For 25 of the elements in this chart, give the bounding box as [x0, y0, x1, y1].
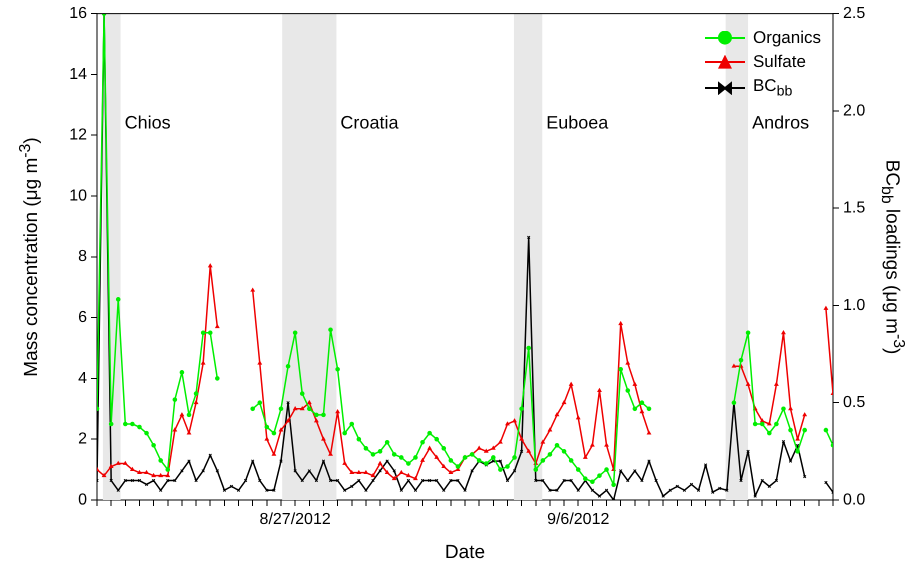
band-label: Chios	[124, 112, 171, 133]
y-tick-label: 10	[69, 187, 88, 204]
legend-label: Organics	[752, 26, 821, 49]
band-label: Andros	[752, 112, 810, 133]
legend-label: BC$_{bb}$	[752, 74, 792, 101]
y2-tick-label: 0.0	[843, 491, 866, 508]
y2-tick-label: 2.0	[843, 102, 866, 120]
y-tick-label: 0	[78, 491, 88, 508]
y-tick-label: 12	[69, 126, 88, 144]
band-label: Euboea	[546, 112, 610, 133]
y2-tick-label: 1.0	[843, 296, 866, 314]
y-tick-label: 8	[78, 248, 88, 266]
band-label: Croatia	[340, 112, 400, 133]
x-axis-title: Date	[444, 542, 486, 564]
y-tick-label: 6	[78, 309, 88, 326]
legend-label: Sulfate	[752, 50, 806, 73]
y-tick-label: 2	[78, 430, 88, 448]
x-tick-label: 8/27/2012	[260, 511, 331, 528]
y2-tick-label: 2.5	[843, 5, 866, 22]
y2-tick-label: 1.5	[843, 200, 866, 217]
y-tick-label: 4	[78, 370, 88, 387]
y-tick-label: 14	[69, 66, 88, 83]
y2-tick-label: 0.5	[843, 394, 866, 412]
y-tick-label: 16	[69, 5, 88, 22]
x-tick-label: 9/6/2012	[547, 511, 610, 528]
